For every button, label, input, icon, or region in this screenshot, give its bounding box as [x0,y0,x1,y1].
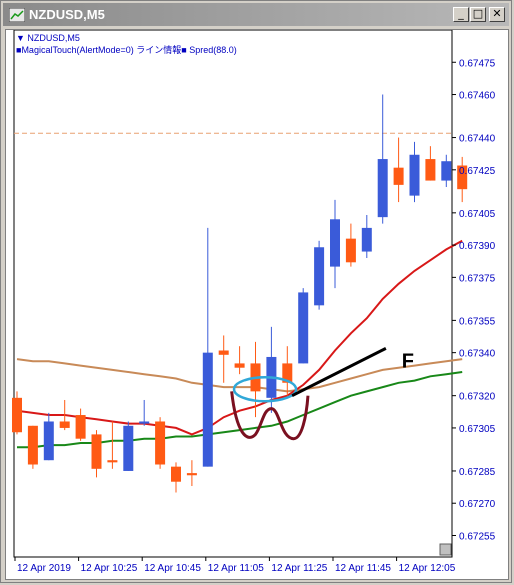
ma-tan-line [16,358,463,393]
maximize-button[interactable]: □ [470,7,486,22]
time-tick-label: 12 Apr 11:45 [335,563,391,574]
bear-candle [75,415,86,439]
bull-candle [441,161,452,181]
bull-candle [123,425,134,471]
chart-shift-icon[interactable] [439,543,452,556]
bull-candle [202,352,213,467]
bull-candle [377,159,388,218]
bear-candle [218,350,229,355]
window-title: NZDUSD,M5 [29,7,105,22]
legend-symbol-text: NZDUSD,M5 [27,33,80,43]
bull-candle [330,219,340,267]
ma-red-line [16,239,463,436]
time-axis: 12 Apr 2019 12 Apr 10:25 12 Apr 10:45 12 Ap… [14,557,456,574]
price-tick-label: 0.67270 [459,499,496,510]
bull-candle [361,227,372,252]
time-tick-label: 12 Apr 2019 [17,563,71,574]
time-tick-label: 12 Apr 12:05 [399,563,456,574]
chart-window-icon [9,8,25,22]
price-tick-label: 0.67440 [459,134,496,145]
trend-annotation-line [291,347,387,398]
price-tick-label: 0.67305 [459,424,496,435]
bear-candle [186,473,197,476]
highlight-circle [232,375,298,403]
price-chart[interactable]: F0.674750.674600.674400.674250.674050.67… [6,29,508,579]
price-tick-label: 0.67460 [459,91,496,102]
bear-candle [12,397,22,433]
bear-candle [171,466,181,482]
price-tick-label: 0.67375 [459,273,496,284]
candles-group [12,94,468,493]
plot-frame [13,29,453,558]
time-tick-label: 12 Apr 11:25 [271,563,327,574]
annotation-label-f: F [402,351,414,373]
price-tick-label: 0.67390 [459,241,496,252]
price-tick-label: 0.67340 [459,349,496,360]
price-tick-label: 0.67255 [459,531,496,542]
bear-candle [91,434,102,469]
legend-indicators: ■MagicalTouch(AlertMode=0) ライン情報■ Spred(… [16,45,237,55]
minimize-button[interactable]: _ [453,7,469,22]
bear-candle [393,167,404,185]
bear-candle [155,421,166,465]
bear-candle [27,425,38,465]
price-tick-label: 0.67320 [459,392,496,403]
bull-candle [298,292,309,364]
price-tick-label: 0.67425 [459,166,496,177]
bull-candle [139,421,150,424]
price-tick-label: 0.67355 [459,316,496,327]
time-tick-label: 12 Apr 10:25 [81,563,138,574]
legend-indicator-text: MagicalTouch(AlertMode=0) ライン情報 [21,45,182,55]
bear-candle [425,159,436,181]
bull-candle [314,247,325,306]
chart-area[interactable]: F 0.67475 0.67460 0.67440 0.67425 0.67405 0.67… [5,29,509,580]
legend-symbol: ▼ NZDUSD,M5 [16,33,80,43]
chart-legend: ▼ NZDUSD,M5 ■MagicalTouch(AlertMode=0) ラ… [16,32,237,56]
bull-candle [43,421,54,461]
bear-candle [282,363,293,383]
legend-spread-text: Spred(88.0) [189,45,237,55]
time-tick-label: 12 Apr 10:45 [144,563,201,574]
price-tick-label: 0.67285 [459,467,496,478]
price-tick-label: 0.67475 [459,58,496,69]
price-axis: 0.67475 0.67460 0.67440 0.67425 0.67405 0.673… [452,58,496,542]
time-tick-label: 12 Apr 11:05 [208,563,264,574]
bear-candle [59,421,70,428]
hand-drawn-curve [230,391,310,441]
bear-candle [107,460,118,463]
bear-candle [345,238,356,263]
bull-candle [409,154,420,196]
bear-candle [457,165,468,190]
price-tick-label: 0.67405 [459,209,496,220]
bear-candle [234,363,245,368]
title-bar[interactable]: NZDUSD,M5 _ □ ✕ [3,3,509,26]
close-button[interactable]: ✕ [489,7,505,22]
